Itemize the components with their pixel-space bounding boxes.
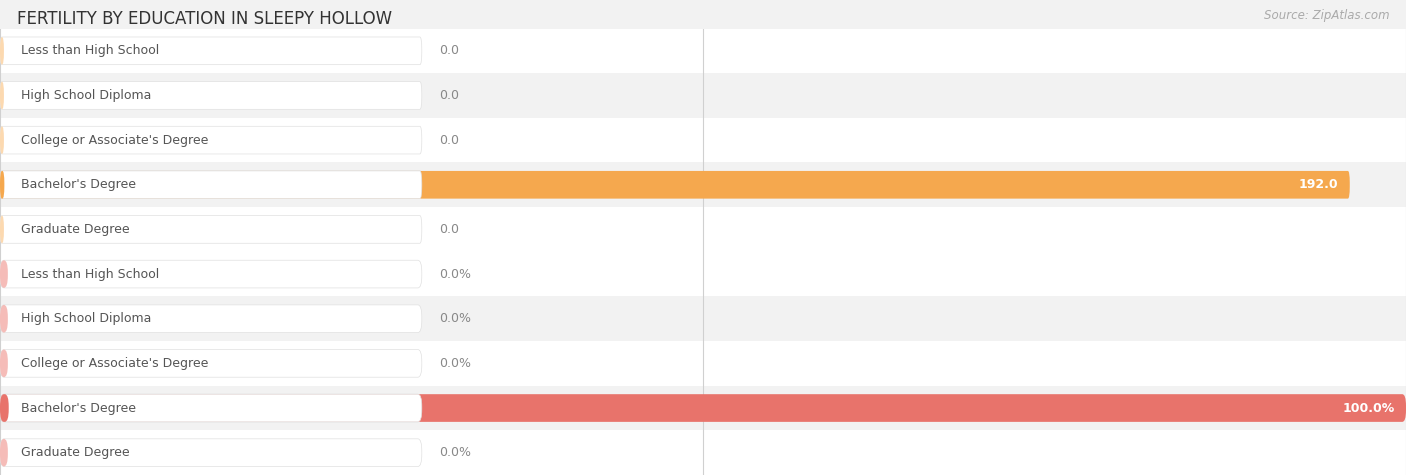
FancyBboxPatch shape [0, 305, 422, 332]
Bar [0, 341, 1406, 386]
Text: Less than High School: Less than High School [21, 267, 159, 281]
FancyBboxPatch shape [0, 82, 4, 109]
Text: 100.0%: 100.0% [1343, 401, 1395, 415]
FancyBboxPatch shape [0, 216, 4, 243]
FancyBboxPatch shape [0, 171, 1350, 199]
Bar [0, 28, 1406, 73]
Text: 0.0%: 0.0% [439, 312, 471, 325]
FancyBboxPatch shape [0, 394, 1406, 422]
FancyBboxPatch shape [0, 439, 422, 466]
Text: 0.0: 0.0 [439, 133, 458, 147]
Bar [0, 73, 1406, 118]
FancyBboxPatch shape [0, 171, 4, 199]
FancyBboxPatch shape [0, 260, 8, 288]
Bar [0, 207, 1406, 252]
Text: 0.0: 0.0 [439, 223, 458, 236]
FancyBboxPatch shape [0, 37, 422, 65]
FancyBboxPatch shape [0, 126, 4, 154]
Text: 192.0: 192.0 [1299, 178, 1339, 191]
FancyBboxPatch shape [0, 260, 422, 288]
FancyBboxPatch shape [0, 171, 422, 199]
FancyBboxPatch shape [0, 350, 422, 377]
FancyBboxPatch shape [0, 126, 422, 154]
Text: Graduate Degree: Graduate Degree [21, 446, 129, 459]
FancyBboxPatch shape [0, 82, 422, 109]
FancyBboxPatch shape [0, 216, 422, 243]
Text: 0.0: 0.0 [439, 89, 458, 102]
FancyBboxPatch shape [0, 394, 422, 422]
Bar [0, 430, 1406, 475]
Bar [0, 118, 1406, 162]
Text: High School Diploma: High School Diploma [21, 312, 152, 325]
Text: Bachelor's Degree: Bachelor's Degree [21, 178, 136, 191]
FancyBboxPatch shape [0, 350, 8, 377]
FancyBboxPatch shape [0, 171, 4, 199]
Text: Graduate Degree: Graduate Degree [21, 223, 129, 236]
Text: 0.0%: 0.0% [439, 357, 471, 370]
Text: High School Diploma: High School Diploma [21, 89, 152, 102]
FancyBboxPatch shape [0, 171, 422, 199]
Text: 0.0%: 0.0% [439, 446, 471, 459]
Text: Bachelor's Degree: Bachelor's Degree [21, 401, 136, 415]
Text: FERTILITY BY EDUCATION IN SLEEPY HOLLOW: FERTILITY BY EDUCATION IN SLEEPY HOLLOW [17, 10, 392, 28]
Text: Less than High School: Less than High School [21, 44, 159, 57]
Text: Source: ZipAtlas.com: Source: ZipAtlas.com [1264, 10, 1389, 22]
Text: 0.0: 0.0 [439, 44, 458, 57]
FancyBboxPatch shape [0, 305, 8, 332]
FancyBboxPatch shape [0, 439, 8, 466]
Bar [0, 252, 1406, 296]
FancyBboxPatch shape [0, 394, 8, 422]
Text: College or Associate's Degree: College or Associate's Degree [21, 133, 208, 147]
FancyBboxPatch shape [0, 37, 4, 65]
FancyBboxPatch shape [0, 394, 8, 422]
Text: 0.0%: 0.0% [439, 267, 471, 281]
Bar [0, 162, 1406, 207]
Bar [0, 386, 1406, 430]
Text: College or Associate's Degree: College or Associate's Degree [21, 357, 208, 370]
Bar [0, 296, 1406, 341]
FancyBboxPatch shape [0, 394, 422, 422]
